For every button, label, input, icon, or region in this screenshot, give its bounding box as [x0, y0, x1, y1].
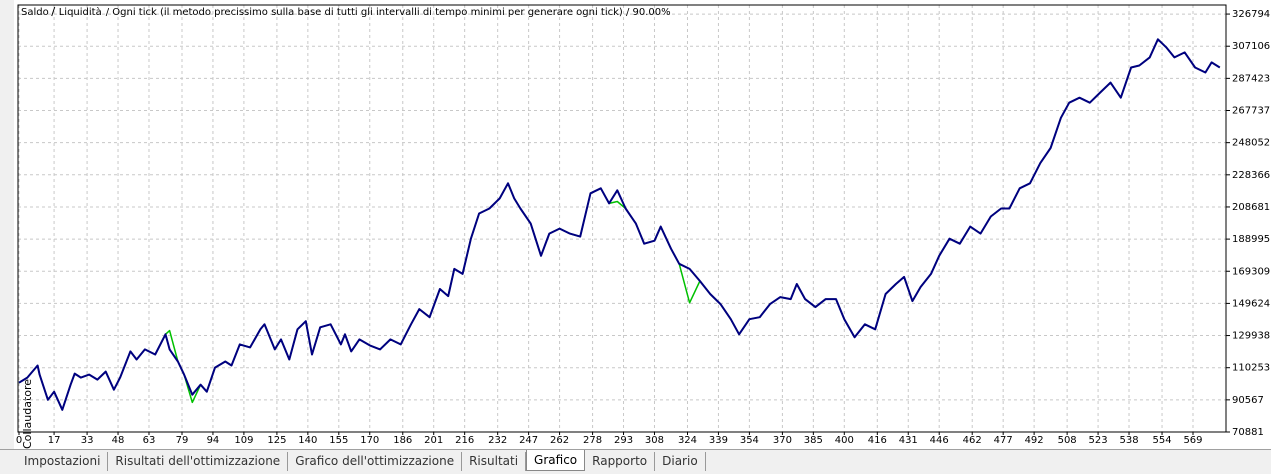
x-tick-label: 446 — [930, 435, 949, 446]
tab[interactable]: Diario — [655, 452, 706, 471]
y-tick-label: 208681 — [1232, 202, 1270, 213]
x-tick-label: 293 — [614, 435, 633, 446]
series-line — [18, 38, 1221, 411]
x-tick-label: 308 — [645, 435, 664, 446]
chart-background — [14, 0, 1271, 449]
legend-separator — [51, 6, 56, 17]
x-tick-label: 523 — [1089, 435, 1108, 446]
x-tick-label: 492 — [1025, 435, 1044, 446]
y-tick-label: 70881 — [1232, 427, 1264, 438]
x-tick-label: 262 — [550, 435, 569, 446]
x-tick-label: 48 — [112, 435, 125, 446]
y-tick-label: 326794 — [1232, 9, 1270, 20]
x-tick-label: 33 — [81, 435, 94, 446]
y-tick-label: 149624 — [1232, 298, 1270, 309]
tab-bar: Impostazioni Risultati dell'ottimizzazion… — [0, 449, 1271, 474]
x-tick-label: 339 — [709, 435, 728, 446]
y-tick-label: 90567 — [1232, 395, 1264, 406]
x-tick-label: 477 — [994, 435, 1013, 446]
y-tick-label: 267737 — [1232, 106, 1270, 117]
x-tick-label: 278 — [583, 435, 602, 446]
plot-border — [17, 4, 1227, 433]
x-tick-label: 170 — [360, 435, 379, 446]
legend-entry: Liquidità — [59, 6, 102, 18]
chart: Collaudatore Saldo Liquidità / Ogni tick… — [0, 0, 1271, 449]
x-tick-label: 125 — [267, 435, 286, 446]
y-tick-label: 228366 — [1232, 170, 1270, 181]
y-tick-label: 307106 — [1232, 41, 1270, 52]
x-tick-label: 201 — [424, 435, 443, 446]
x-tick-label: 247 — [519, 435, 538, 446]
tab[interactable]: Grafico dell'ottimizzazione — [288, 452, 463, 471]
x-tick-label: 416 — [868, 435, 887, 446]
x-tick-label: 155 — [329, 435, 348, 446]
x-tick-label: 538 — [1119, 435, 1138, 446]
y-tick-label: 129938 — [1232, 331, 1270, 342]
x-tick-label: 354 — [740, 435, 759, 446]
x-tick-label: 17 — [48, 435, 61, 446]
x-tick-label: 554 — [1152, 435, 1171, 446]
y-tick-label: 110253 — [1232, 363, 1270, 374]
x-tick-label: 370 — [773, 435, 792, 446]
x-tick-label: 216 — [455, 435, 474, 446]
tab[interactable]: Risultati — [462, 452, 527, 471]
tab[interactable]: Impostazioni — [0, 452, 109, 471]
x-tick-label: 508 — [1058, 435, 1077, 446]
x-tick-label: 324 — [678, 435, 697, 446]
x-tick-label: 431 — [899, 435, 918, 446]
tab[interactable]: Grafico — [526, 450, 586, 471]
y-tick-label: 188995 — [1232, 234, 1270, 245]
side-strip — [0, 0, 14, 449]
x-tick-label: 0 — [16, 435, 22, 446]
x-tick-label: 400 — [835, 435, 854, 446]
chart-subtitle: / Ogni tick (il metodo precissimo sulla … — [106, 7, 671, 18]
x-tick-label: 109 — [234, 435, 253, 446]
x-tick-label: 232 — [488, 435, 507, 446]
x-tick-label: 79 — [176, 435, 189, 446]
legend-entry: Saldo — [21, 7, 49, 18]
x-tick-label: 385 — [804, 435, 823, 446]
y-tick-label: 169309 — [1232, 266, 1270, 277]
y-tick-label: 248052 — [1232, 138, 1270, 149]
y-tick-label: 287423 — [1232, 73, 1270, 84]
side-label: Collaudatore — [21, 379, 34, 449]
tab[interactable]: Rapporto — [585, 452, 656, 471]
x-tick-label: 186 — [393, 435, 412, 446]
x-tick-label: 63 — [143, 435, 156, 446]
x-tick-label: 94 — [207, 435, 220, 446]
x-tick-label: 140 — [298, 435, 317, 446]
x-tick-label: 462 — [963, 435, 982, 446]
tab[interactable]: Risultati dell'ottimizzazione — [108, 452, 289, 471]
x-tick-label: 569 — [1183, 435, 1202, 446]
